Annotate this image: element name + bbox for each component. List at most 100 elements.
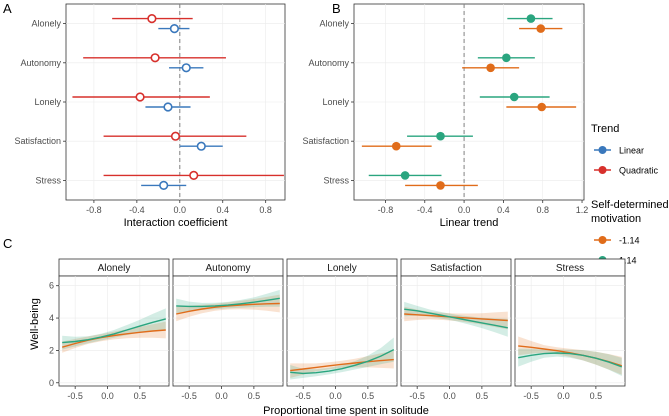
- ribbon-stress-1-14: [518, 348, 622, 376]
- point-quadratic-lonely: [135, 92, 145, 102]
- legend-linear-point: [598, 146, 607, 154]
- facet-frame-satisfaction: [400, 275, 512, 387]
- point-linear-lonely: [163, 102, 173, 112]
- facet-alonely-xtick-label-2: 0.5: [134, 391, 147, 401]
- y-tick-label-0: 0: [49, 378, 54, 388]
- point-1-14-satisfaction: [436, 131, 445, 141]
- ribbon-alonely-1-14: [62, 321, 166, 353]
- point-1-14-autonomy: [502, 53, 511, 63]
- y-tick-label-stress: Stress: [323, 175, 349, 185]
- line-satisfaction-1-14: [404, 313, 508, 322]
- panel-c-ylabel: Well-being: [29, 298, 41, 350]
- facet-frame-autonomy: [172, 275, 284, 387]
- facet-satisfaction-xtick-label-1: 0.0: [443, 391, 456, 401]
- facet-frame-stress: [514, 275, 626, 387]
- panel-letter-a: A: [3, 1, 12, 16]
- ribbon-autonomy-1-14: [176, 289, 280, 314]
- y-tick-label-autonomy: Autonomy: [308, 58, 349, 68]
- panel-b-xlabel: Linear trend: [440, 217, 499, 229]
- point-linear-autonomy: [181, 63, 191, 73]
- facet-alonely-xtick-label-0: -0.5: [67, 391, 83, 401]
- legend-sdm-title-line2: motivation: [591, 213, 641, 225]
- point-linear-alonely: [169, 24, 180, 34]
- legend-quadratic-point: [598, 166, 607, 174]
- line-lonely-1-14: [290, 348, 395, 375]
- line-satisfaction-1-14: [404, 308, 508, 329]
- x-tick-label-0: -0.8: [86, 205, 102, 215]
- legend-item-sdm-low: -1.14: [594, 236, 640, 246]
- point-1-14-alonely: [526, 14, 536, 23]
- legend-item-linear: Linear: [594, 146, 644, 156]
- facet-title-lonely: Lonely: [327, 263, 356, 274]
- panel-a-marks: [72, 14, 284, 190]
- point-1-14-alonely: [536, 24, 546, 33]
- line-autonomy-1-14: [176, 297, 280, 308]
- y-tick-label-1: 2: [49, 345, 54, 355]
- line-alonely-1-14: [62, 318, 166, 344]
- x-tick-label-1: -0.4: [129, 205, 145, 215]
- facet-satisfaction: Satisfaction -0.5 0.0 0.5: [400, 258, 512, 401]
- panel-a-forest-plot: -0.8 -0.4 0.0 0.4 0.8 Alonely Autonomy Lonely Sa…: [14, 3, 286, 229]
- y-tick-label-satisfaction: Satisfaction: [302, 136, 349, 146]
- facet-lonely-xtick-label-2: 0.5: [362, 391, 375, 401]
- x-tick-label-5: 1.2: [576, 205, 589, 215]
- point-1-14-stress: [436, 181, 445, 190]
- legend-trend-title: Trend: [591, 123, 619, 135]
- x-tick-label-1: -0.4: [417, 205, 433, 215]
- y-tick-label-alonely: Alonely: [319, 19, 349, 29]
- x-tick-label-2: 0.0: [174, 205, 187, 215]
- panel-letter-c: C: [3, 236, 12, 251]
- point-quadratic-stress: [189, 170, 199, 180]
- x-tick-label-3: 0.4: [497, 205, 510, 215]
- line-stress-1-14: [518, 352, 623, 368]
- facet-stress-xtick-label-1: 0.0: [557, 391, 570, 401]
- x-tick-label-4: 0.8: [536, 205, 549, 215]
- ribbon-satisfaction-1-14: [404, 301, 508, 337]
- point-1-14-autonomy: [486, 63, 495, 73]
- y-tick-label-3: 6: [49, 281, 54, 291]
- point-1-14-stress: [400, 171, 410, 180]
- point-linear-stress: [159, 180, 169, 190]
- facet-satisfaction-xtick-label-0: -0.5: [409, 391, 425, 401]
- y-tick-label-lonely: Lonely: [322, 97, 349, 107]
- facet-title-stress: Stress: [556, 263, 584, 274]
- point-quadratic-autonomy: [150, 53, 160, 63]
- legend-quadratic-label: Quadratic: [619, 166, 659, 176]
- facet-title-autonomy: Autonomy: [205, 263, 250, 274]
- y-tick-label-alonely: Alonely: [31, 19, 61, 29]
- facet-autonomy-xtick-label-1: 0.0: [215, 391, 228, 401]
- facet-stress-xtick-label-2: 0.5: [590, 391, 603, 401]
- facet-stress-xtick-label-0: -0.5: [523, 391, 539, 401]
- panel-b-ticks: -0.8 -0.4 0.0 0.4 0.8 1.2 Alonely Autonomy Lonel…: [302, 19, 588, 215]
- x-tick-label-0: -0.8: [378, 205, 394, 215]
- legend-item-quadratic: Quadratic: [594, 166, 659, 176]
- facet-lonely-xtick-label-0: -0.5: [295, 391, 311, 401]
- facet-frame-lonely: [286, 275, 398, 387]
- legend-linear-label: Linear: [619, 146, 644, 156]
- y-tick-label-autonomy: Autonomy: [20, 58, 61, 68]
- point-1-14-satisfaction: [391, 141, 401, 151]
- y-tick-label-2: 4: [49, 313, 54, 323]
- ribbon-stress-1-14: [518, 336, 622, 375]
- panel-c-y-ticks: 0 2 4 6: [49, 281, 59, 388]
- line-autonomy-1-14: [176, 302, 280, 315]
- panel-a-grid: [66, 4, 285, 200]
- facet-alonely: Alonely -0.5 0.0 0.5: [58, 258, 170, 401]
- facet-lonely-xtick-label-1: 0.0: [329, 391, 342, 401]
- facet-lonely: Lonely -0.5 0.0 0.5: [286, 258, 398, 401]
- legend-sdm-high-label: 1.14: [619, 256, 637, 266]
- x-tick-label-2: 0.0: [458, 205, 471, 215]
- panel-a-xlabel: Interaction coefficient: [124, 217, 228, 229]
- line-lonely-1-14: [290, 358, 394, 372]
- facet-title-satisfaction: Satisfaction: [430, 263, 482, 274]
- facet-autonomy: Autonomy -0.5 0.0 0.5: [172, 258, 284, 401]
- point-quadratic-satisfaction: [170, 131, 181, 141]
- panel-letter-b: B: [332, 1, 341, 16]
- y-tick-label-lonely: Lonely: [34, 97, 61, 107]
- point-quadratic-alonely: [147, 14, 157, 24]
- facet-autonomy-xtick-label-2: 0.5: [248, 391, 261, 401]
- facet-alonely-xtick-label-1: 0.0: [101, 391, 114, 401]
- facet-title-alonely: Alonely: [98, 263, 131, 274]
